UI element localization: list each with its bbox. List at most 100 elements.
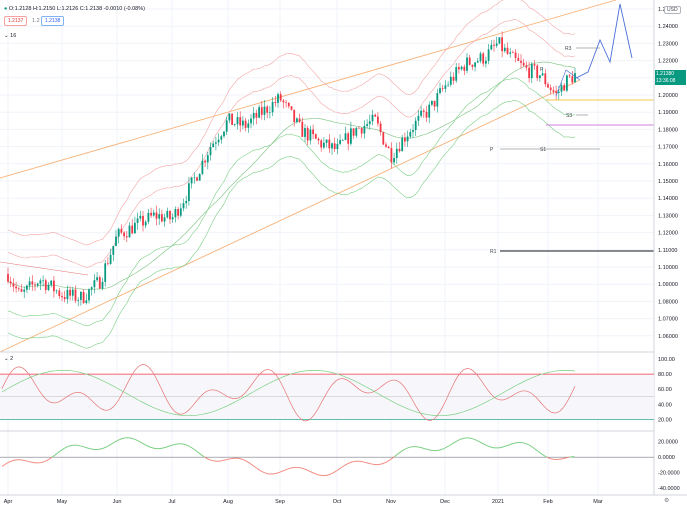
momentum-segment: [224, 459, 228, 461]
momentum-segment: [346, 462, 350, 465]
candle-body: [134, 222, 136, 234]
candle-body: [171, 217, 174, 220]
candle-body: [514, 52, 517, 59]
candle-body: [177, 209, 179, 216]
momentum-segment: [506, 444, 510, 447]
candle-body: [231, 113, 233, 125]
candle-body: [333, 143, 336, 150]
candle-body: [233, 124, 236, 125]
candle-body: [541, 73, 544, 76]
last-price: 1.21380: [656, 71, 675, 77]
price-tick-label: 1.08000: [658, 299, 678, 305]
momentum-segment: [51, 455, 55, 458]
candle-body: [188, 183, 190, 201]
pivot-p-label: P: [490, 147, 494, 153]
candle-body: [12, 283, 15, 287]
candle-body: [161, 214, 163, 222]
candle-body: [339, 140, 341, 144]
time-axis[interactable]: Apr May Jun Jul Aug Sep Oct Nov Dec 2021 Feb Mar: [4, 499, 603, 505]
candle-body: [77, 299, 80, 301]
momentum-pane[interactable]: 20.0000 0.0000 -20.0000 -40.0000: [0, 437, 680, 492]
momentum-segment: [334, 470, 338, 473]
ask-price-button[interactable]: 1.2138: [41, 16, 65, 26]
candle-body: [206, 155, 209, 163]
candle-body: [431, 100, 433, 105]
momentum-segment: [326, 474, 330, 476]
momentum-segment: [161, 447, 165, 449]
candle-body: [476, 61, 479, 63]
candle-body: [509, 52, 512, 54]
momentum-segment: [524, 442, 528, 445]
price-pane[interactable]: R3 S3 P S1 R1 P: [0, 0, 654, 353]
momentum-segment: [339, 466, 343, 470]
momentum-segment: [489, 446, 493, 448]
candle-body: [209, 147, 212, 156]
chart-settings-icon[interactable]: ⚙: [664, 498, 670, 504]
candle-body: [115, 236, 117, 246]
price-axis[interactable]: 1.250001.240001.230001.220001.210001.200…: [658, 7, 678, 340]
momentum-segment: [439, 448, 443, 451]
candle-body: [85, 300, 88, 303]
candle-body: [463, 66, 466, 71]
momentum-segment: [454, 440, 458, 443]
momentum-segment: [24, 459, 28, 462]
momentum-segment: [449, 443, 453, 446]
momentum-segment: [281, 469, 285, 472]
momentum-segment: [504, 445, 508, 447]
momentum-segment: [394, 454, 398, 457]
time-tick-label: Dec: [440, 499, 450, 505]
red-trend-line: [0, 261, 89, 276]
candle-body: [107, 263, 109, 265]
time-tick-label: Sep: [275, 499, 285, 505]
projection-path: [555, 3, 633, 97]
candle-body: [182, 203, 185, 209]
momentum-segment: [459, 438, 463, 441]
momentum-segment: [121, 437, 125, 440]
candle-body: [355, 127, 358, 136]
momentum-segment: [329, 472, 333, 475]
momentum-segment: [239, 458, 243, 460]
momentum-segment: [29, 461, 33, 463]
candle-body: [244, 120, 247, 128]
candle-body: [166, 210, 169, 218]
momentum-segment: [306, 469, 310, 472]
price-indicator-legend[interactable]: ⌄ 16: [4, 33, 16, 39]
candle-body: [93, 280, 96, 288]
oscillator-tick-label: 100.00: [658, 357, 675, 363]
candle-body: [198, 173, 201, 181]
momentum-segment: [64, 446, 68, 449]
candle-body: [80, 291, 82, 300]
momentum-segment: [561, 457, 565, 460]
candle-body: [104, 263, 107, 282]
ohlc-legend: ● O:1.2128 H:1.2150 L:1.2126 C:1.2138 -0…: [4, 6, 145, 12]
time-tick-label: Jun: [113, 499, 122, 505]
candle-body: [71, 289, 74, 296]
momentum-segment: [169, 444, 173, 447]
collapse-icon[interactable]: ⌄: [4, 356, 9, 362]
candle-body: [479, 53, 482, 62]
candle-body: [474, 62, 476, 67]
collapse-icon[interactable]: ⌄: [4, 33, 9, 39]
momentum-segment: [134, 438, 138, 441]
bid-price-button[interactable]: 1.2137: [4, 16, 28, 26]
candle-body: [147, 212, 150, 222]
momentum-segment: [194, 449, 198, 452]
momentum-segment: [89, 448, 93, 450]
momentum-segment: [484, 443, 488, 447]
momentum-segment: [399, 450, 403, 454]
candle-countdown: 13:36:08: [656, 77, 676, 84]
candle-body: [282, 100, 285, 103]
momentum-segment: [479, 441, 483, 444]
momentum-segment: [171, 444, 175, 446]
momentum-segment: [424, 448, 428, 450]
momentum-segment: [41, 461, 45, 463]
candle-body: [196, 177, 198, 181]
stochastic-pane[interactable]: 100.00 80.00 60.00 40.00 20.00: [0, 357, 675, 423]
candle-body: [409, 131, 412, 137]
momentum-segment: [4, 462, 8, 466]
price-tick-label: 1.18000: [658, 127, 678, 133]
oscillator-legend[interactable]: ⌄ 2: [4, 356, 13, 362]
momentum-segment: [396, 452, 400, 456]
candle-body: [163, 217, 166, 222]
